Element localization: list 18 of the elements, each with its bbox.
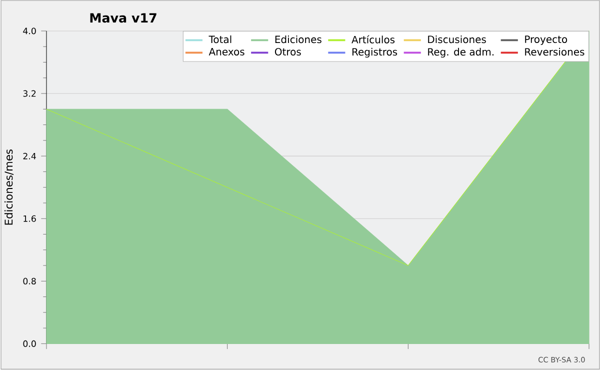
legend-label: Reg. de adm.	[428, 48, 494, 58]
legend-label: Anexos	[208, 48, 244, 56]
y-tick-label: 2.4	[23, 153, 36, 160]
legend-label: Reversiones	[525, 48, 584, 56]
legend-label: Registros	[352, 48, 398, 58]
y-tick-label: 3.2	[23, 90, 36, 97]
y-tick-label: 0.0	[23, 340, 36, 348]
chart-title: Mava v17	[90, 13, 156, 23]
legend-label: Proyecto	[525, 36, 568, 46]
legend-label: Ediciones	[275, 36, 322, 44]
y-tick-label: 4.0	[23, 28, 36, 34]
legend-label: Total	[208, 36, 232, 44]
legend-label: Artículos	[352, 35, 395, 44]
legend-label: Discusiones	[428, 36, 486, 44]
y-tick-label: 0.8	[23, 278, 36, 285]
y-axis-title: Ediciones/mes	[4, 150, 14, 225]
y-tick-label: 1.6	[24, 216, 36, 222]
legend-label: Otros	[274, 48, 301, 56]
